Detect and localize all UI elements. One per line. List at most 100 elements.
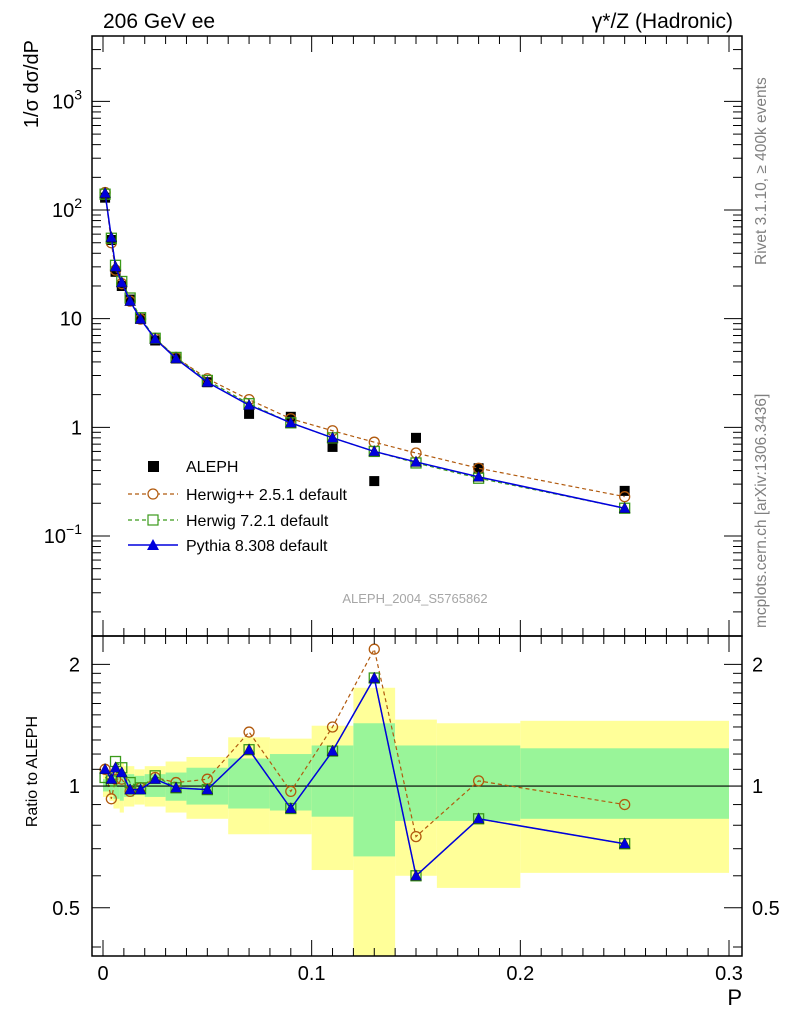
data-point-pythia [149, 772, 161, 784]
ratio-y-tick-label-left: 2 [69, 654, 80, 676]
legend-label-pythia: Pythia 8.308 default [186, 538, 328, 555]
data-point-pythia [109, 761, 122, 773]
data-point-pythia [99, 762, 111, 775]
series-pythia [99, 186, 631, 513]
data-point-pythia [472, 470, 485, 482]
series-line-pythia [104, 193, 625, 509]
watermark: ALEPH_2004_S5765862 [342, 591, 487, 606]
main-panel [99, 186, 631, 514]
legend-entry-herwig7: Herwig 7.2.1 default [128, 513, 329, 530]
ratio-ylabel: Ratio to ALEPH [24, 716, 41, 827]
data-point-pythia [105, 230, 118, 243]
y-tick-label: 1 [71, 417, 82, 439]
data-point-pythia [149, 332, 161, 344]
legend-label-herwig7: Herwig 7.2.1 default [186, 513, 329, 530]
data-point-pythia [326, 431, 339, 443]
data-point-pythia [170, 352, 182, 364]
x-tick-label: 0.2 [506, 963, 534, 985]
legend-marker-herwigpp [147, 488, 159, 500]
ratio-y-tick-label-left: 0.5 [52, 898, 80, 920]
legend-entry-aleph: ALEPH [148, 459, 238, 476]
y-tick-label: 10 [60, 309, 82, 331]
x-tick-label: 0.1 [298, 963, 326, 985]
data-point-pythia [115, 276, 128, 288]
data-point-pythia [410, 455, 422, 467]
data-point-herwigpp [619, 798, 631, 811]
ratio-y-tick-label-right: 0.5 [752, 898, 780, 920]
series-line-herwigpp [104, 647, 625, 838]
mcplots-label: mcplots.cern.ch [arXiv:1306.3436] [753, 394, 770, 628]
data-point-aleph [619, 485, 630, 496]
data-point-aleph [244, 408, 255, 419]
legend: ALEPH Herwig++ 2.5.1 default Herwig 7.2.… [128, 459, 348, 555]
data-point-pythia [284, 802, 297, 814]
ratio-panel [92, 643, 742, 956]
inner-band-bin [269, 754, 312, 811]
data-point-pythia [115, 766, 128, 778]
data-point-pythia [99, 186, 111, 198]
inner-band-bin [228, 758, 270, 809]
series-pythia [99, 671, 631, 881]
main-ylabel: 1/σ dσ/dP [21, 40, 43, 128]
ratio-y-tick-label-right: 2 [752, 654, 763, 676]
main-y-axis: 10−1 1 10 102 103 [44, 35, 742, 613]
series-herwigpp [99, 186, 631, 503]
data-point-pythia [410, 869, 422, 881]
data-point-pythia [618, 501, 631, 513]
data-point-pythia [618, 837, 631, 849]
legend-marker-pythia [147, 539, 159, 550]
data-point-pythia [243, 398, 255, 410]
data-point-herwigpp [619, 491, 631, 503]
data-point-pythia [284, 416, 297, 428]
data-point-pythia [326, 744, 339, 756]
legend-label-aleph: ALEPH [186, 459, 238, 476]
data-point-pythia [105, 772, 118, 784]
data-point-herwigpp [105, 793, 117, 805]
uncertainty-bands [103, 687, 729, 956]
rivet-label: Rivet 3.1.10, ≥ 400k events [753, 77, 770, 265]
data-point-herwigpp [243, 726, 255, 738]
legend-marker-herwig7 [147, 514, 159, 526]
series-aleph [100, 192, 630, 496]
inner-band-bin [520, 748, 729, 819]
data-point-pythia [368, 444, 381, 457]
data-point-pythia [201, 783, 214, 795]
series-herwig7 [99, 188, 631, 514]
y-tick-label: 10−1 [44, 521, 82, 548]
legend-entry-herwigpp: Herwig++ 2.5.1 default [128, 487, 348, 504]
data-point-herwigpp [410, 830, 422, 843]
data-point-herwigpp [285, 785, 297, 798]
inner-band-bin [353, 723, 396, 857]
x-tick-label: 0.3 [715, 963, 743, 985]
ratio-y-tick-label-right: 1 [752, 776, 763, 798]
series-line-herwig7 [104, 676, 625, 877]
data-point-pythia [109, 260, 122, 272]
data-point-aleph [327, 441, 338, 452]
inner-band-bin [311, 745, 354, 817]
data-point-herwigpp [472, 775, 485, 787]
legend-entry-pythia: Pythia 8.308 default [128, 538, 328, 555]
legend-label-herwigpp: Herwig++ 2.5.1 default [186, 487, 348, 504]
y-tick-label: 102 [52, 195, 82, 222]
title-left: 206 GeV ee [103, 10, 215, 33]
data-point-pythia [124, 783, 136, 795]
x-axis: 0 0.1 0.2 0.3 [97, 36, 743, 985]
data-point-pythia [243, 743, 255, 755]
x-tick-label: 0 [97, 963, 108, 985]
data-point-aleph [110, 266, 121, 277]
data-point-pythia [170, 781, 182, 793]
ratio-y-axis: 0.5 0.5 1 1 2 2 [52, 654, 780, 948]
data-point-aleph [411, 432, 421, 443]
y-tick-label: 103 [52, 86, 82, 113]
data-point-pythia [124, 294, 136, 306]
data-point-pythia [201, 375, 214, 387]
series-line-herwig7 [104, 194, 625, 509]
data-point-pythia [134, 783, 147, 795]
ratio-y-tick-label-left: 1 [69, 776, 80, 798]
data-point-aleph [473, 463, 484, 474]
data-point-pythia [472, 812, 485, 824]
legend-marker-aleph [148, 461, 159, 472]
ratio-frame [91, 635, 743, 957]
data-point-pythia [368, 671, 381, 683]
